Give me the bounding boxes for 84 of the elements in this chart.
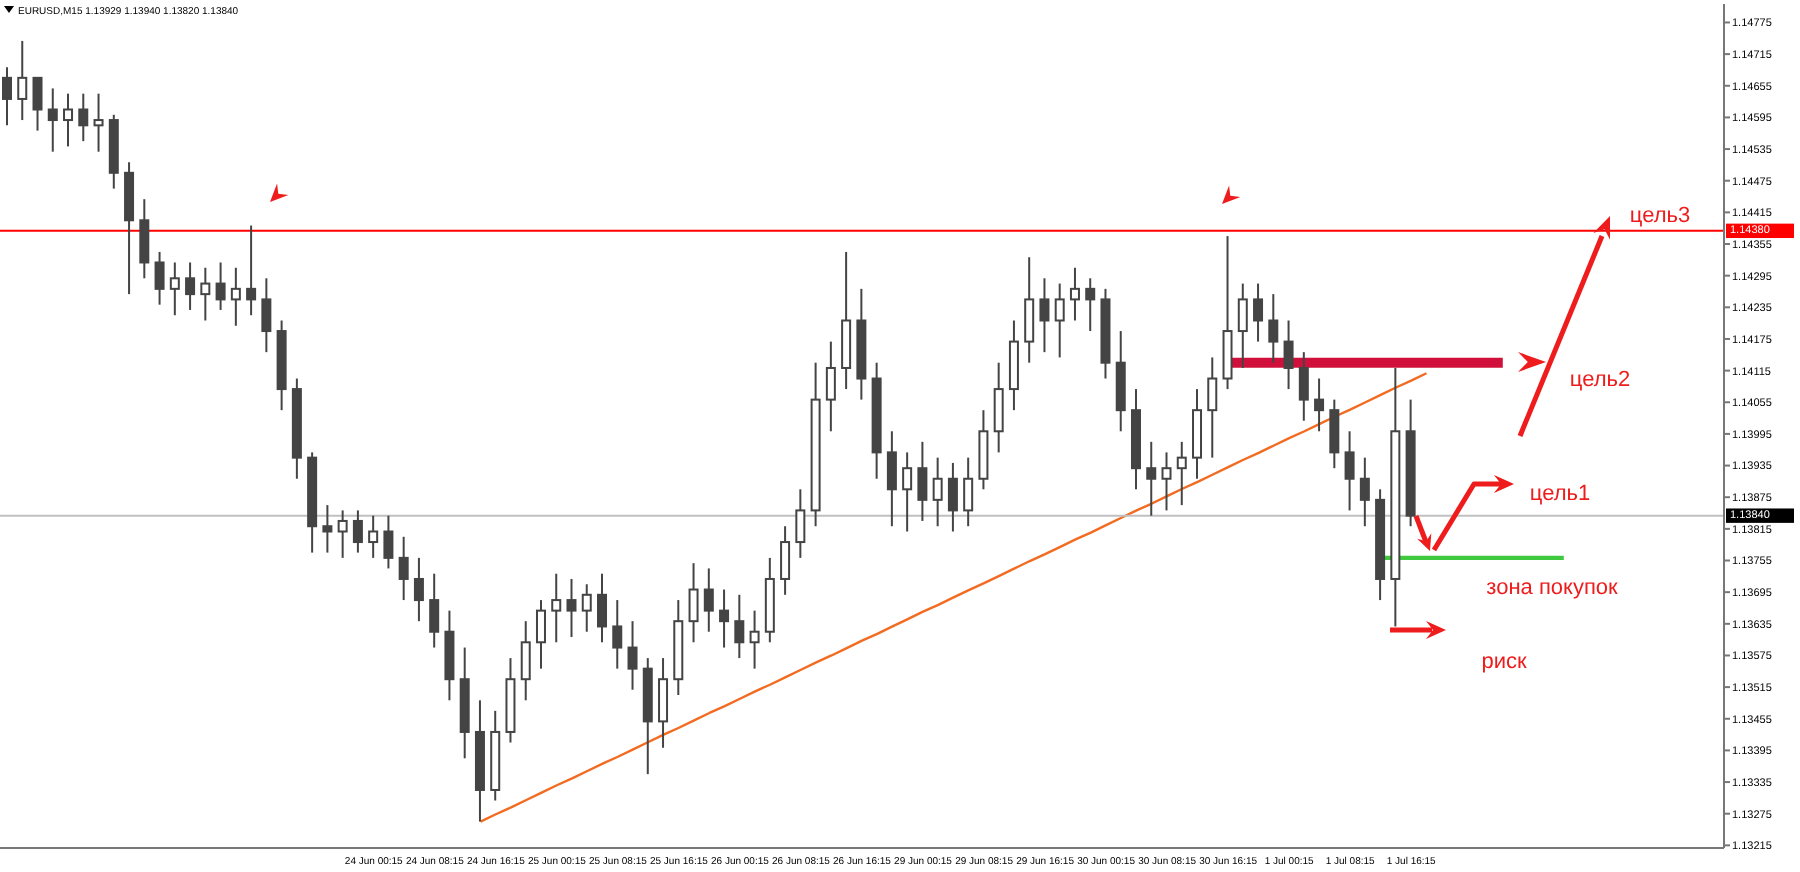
candlestick [566,577,577,638]
candlestick [1298,351,1309,422]
candlestick [307,451,318,554]
candlestick [352,509,363,554]
candlestick [642,657,653,776]
candlestick [139,198,150,280]
annotation: зона покупок [1486,576,1619,600]
candlestick [703,567,714,633]
candlestick [597,572,608,644]
candlestick [169,261,180,317]
candlestick [658,657,669,749]
candlestick [246,224,257,317]
candlestick [215,261,226,311]
candlestick [932,456,943,528]
candlestick [1314,377,1325,433]
candlestick [413,556,424,623]
candlestick [749,609,760,670]
line-series [479,372,1428,823]
candlestick [1375,488,1386,602]
candlestick [627,620,638,691]
candlestick [993,361,1004,454]
candlestick [856,287,867,401]
candlestick [398,535,409,602]
candlestick [185,261,196,311]
candlestick [795,488,806,559]
candlestick [734,593,745,660]
candlestick [902,451,913,533]
candlestick [63,92,74,148]
annotation: цель1 [1529,481,1591,506]
candlestick [1283,319,1294,391]
candlestick [841,250,852,391]
candlestick [1008,319,1019,412]
candlestick [1359,456,1370,528]
candlestick [124,161,135,296]
candlestick [1207,356,1218,459]
candlestick [520,620,531,702]
candlestick [261,277,272,354]
candlestick [1130,388,1141,491]
candlestick [429,572,440,649]
candlestick [2,66,12,127]
candlestick [719,588,730,649]
candlestick [917,440,928,522]
candlestick [871,361,882,480]
candlestick [780,525,791,596]
candlestick [1390,366,1401,628]
candlestick [1344,430,1355,512]
candlestick [47,87,58,153]
candlestick [1161,451,1172,512]
candlestick [886,430,897,528]
candlestick [78,92,89,143]
candlestick [444,609,455,702]
candlestick [459,646,470,760]
candlestick [551,572,562,644]
candlestick [1146,440,1157,517]
candlestick [810,361,821,528]
candlestick [612,599,623,670]
candlestick [673,599,684,697]
candlestick [1115,330,1126,433]
candlestick [337,509,348,559]
candlestick [1024,256,1035,364]
candlestick [93,92,104,153]
candlestick [963,456,974,528]
candlestick [1268,293,1279,364]
candlestick [200,266,211,322]
annotation: риск [1481,650,1527,674]
annotation: цель3 [1629,204,1691,228]
candlestick [947,461,958,533]
candlestick [1085,277,1096,333]
candlestick [322,504,333,554]
candlestick [17,39,28,122]
candlestick [368,514,379,559]
candlestick [474,699,485,823]
candlestick [230,266,241,327]
candlestick [535,599,546,670]
candlestick [490,709,501,802]
candlestick [688,562,699,644]
candlestick [1039,277,1050,354]
candlestick [505,657,516,744]
candlestick [825,340,836,433]
candlestick [581,583,592,633]
candlestick [1192,388,1203,480]
candlestick [1069,266,1080,322]
candlestick [1176,440,1187,507]
annotation: цель2 [1569,368,1631,392]
